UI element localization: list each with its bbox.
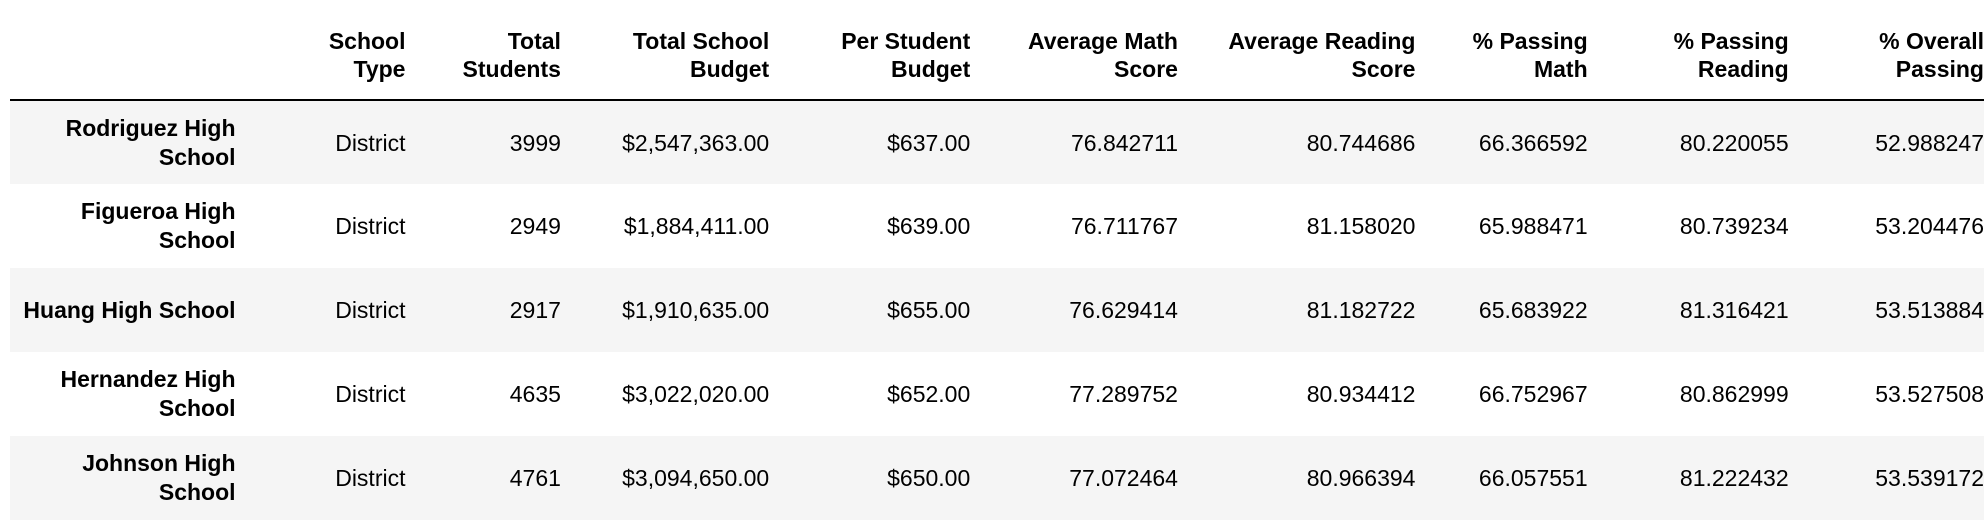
cell-total-students: 2917 bbox=[509, 297, 561, 323]
cell-overall-passing: 53.513884 bbox=[1875, 297, 1984, 323]
cell-per-student-budget: $655.00 bbox=[887, 297, 971, 323]
cell-passing-math: 65.988471 bbox=[1478, 213, 1588, 239]
row-index-label: Johnson High School bbox=[82, 450, 236, 505]
cell-overall-passing: 53.204476 bbox=[1875, 213, 1984, 239]
cell-per-student-budget: $650.00 bbox=[887, 465, 971, 491]
row-index-label: Huang High School bbox=[23, 296, 236, 323]
column-header-total-school-budget: Total School Budget bbox=[580, 12, 790, 101]
cell-total-students: 3999 bbox=[509, 129, 561, 156]
column-header-overall-passing: % Overall Passing bbox=[1808, 12, 1984, 101]
cell-total-school-budget: $1,910,635.00 bbox=[622, 297, 770, 323]
cell-passing-reading: 80.862999 bbox=[1679, 381, 1789, 407]
cell-total-students: 4761 bbox=[509, 465, 561, 491]
column-header-passing-reading: % Passing Reading bbox=[1607, 12, 1809, 101]
cell-total-school-budget: $1,884,411.00 bbox=[623, 213, 770, 239]
cell-total-school-budget: $2,547,363.00 bbox=[622, 129, 770, 156]
cell-total-students: 4635 bbox=[509, 381, 561, 407]
cell-passing-math: 65.683922 bbox=[1478, 297, 1588, 323]
cell-overall-passing: 53.539172 bbox=[1875, 465, 1984, 491]
cell-average-math-score: 76.711767 bbox=[1070, 213, 1178, 239]
table-body: Rodriguez High School District 3999 $2,5… bbox=[10, 100, 1984, 520]
column-header-average-reading-score: Average Reading Score bbox=[1197, 12, 1436, 101]
table-header: School Type Total Students Total School … bbox=[10, 12, 1984, 101]
cell-average-math-score: 76.842711 bbox=[1070, 129, 1178, 156]
cell-overall-passing: 53.527508 bbox=[1875, 381, 1984, 407]
table-row: Rodriguez High School District 3999 $2,5… bbox=[10, 100, 1984, 184]
cell-total-students: 2949 bbox=[509, 213, 561, 239]
cell-overall-passing: 52.988247 bbox=[1875, 129, 1984, 156]
cell-school-type: District bbox=[335, 381, 406, 407]
table-row: Johnson High School District 4761 $3,094… bbox=[10, 436, 1984, 520]
cell-per-student-budget: $637.00 bbox=[887, 129, 971, 156]
table-row: Hernandez High School District 4635 $3,0… bbox=[10, 352, 1984, 436]
cell-average-reading-score: 80.966394 bbox=[1306, 465, 1416, 491]
cell-passing-math: 66.366592 bbox=[1478, 129, 1588, 156]
column-header-school-type: School Type bbox=[255, 12, 426, 101]
cell-school-type: District bbox=[335, 213, 406, 239]
cell-average-math-score: 77.072464 bbox=[1069, 465, 1178, 491]
cell-total-school-budget: $3,022,020.00 bbox=[622, 381, 770, 407]
cell-school-type: District bbox=[335, 465, 406, 491]
header-row: School Type Total Students Total School … bbox=[10, 12, 1984, 101]
cell-passing-reading: 81.316421 bbox=[1679, 297, 1789, 323]
column-header-per-student-budget: Per Student Budget bbox=[789, 12, 991, 101]
cell-per-student-budget: $639.00 bbox=[887, 213, 971, 239]
cell-passing-reading: 80.220055 bbox=[1679, 129, 1789, 156]
column-header-index bbox=[10, 12, 256, 101]
column-header-passing-math: % Passing Math bbox=[1435, 12, 1608, 101]
school-summary-table: School Type Total Students Total School … bbox=[10, 12, 1984, 520]
cell-passing-reading: 80.739234 bbox=[1679, 213, 1789, 239]
column-header-total-students: Total Students bbox=[425, 12, 581, 101]
cell-average-reading-score: 80.744686 bbox=[1306, 129, 1416, 156]
cell-average-math-score: 76.629414 bbox=[1069, 297, 1178, 323]
cell-school-type: District bbox=[335, 129, 406, 156]
column-header-average-math-score: Average Math Score bbox=[990, 12, 1198, 101]
cell-per-student-budget: $652.00 bbox=[887, 381, 971, 407]
cell-average-reading-score: 81.158020 bbox=[1306, 213, 1416, 239]
cell-school-type: District bbox=[335, 297, 406, 323]
cell-average-math-score: 77.289752 bbox=[1069, 381, 1178, 407]
row-index-label: Hernandez High School bbox=[60, 366, 236, 421]
cell-passing-math: 66.752967 bbox=[1478, 381, 1588, 407]
cell-average-reading-score: 80.934412 bbox=[1306, 381, 1416, 407]
cell-passing-math: 66.057551 bbox=[1478, 465, 1588, 491]
table-row: Figueroa High School District 2949 $1,88… bbox=[10, 184, 1984, 268]
cell-passing-reading: 81.222432 bbox=[1679, 465, 1789, 491]
cell-average-reading-score: 81.182722 bbox=[1306, 297, 1416, 323]
table-row: Huang High School District 2917 $1,910,6… bbox=[10, 268, 1984, 352]
row-index-label: Figueroa High School bbox=[80, 198, 236, 253]
cell-total-school-budget: $3,094,650.00 bbox=[622, 465, 770, 491]
row-index-label: Rodriguez High School bbox=[65, 114, 236, 170]
